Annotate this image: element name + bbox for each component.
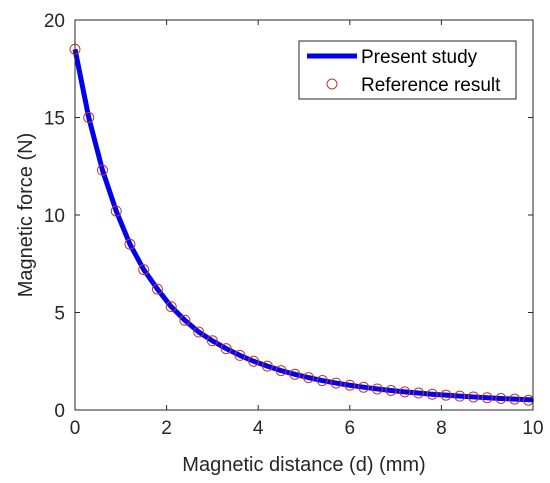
reference-point (193, 326, 205, 338)
reference-point (96, 164, 108, 176)
x-tick-label: 8 (436, 418, 447, 439)
reference-point (385, 385, 397, 396)
series-line-present-study (72, 48, 534, 403)
reference-point (467, 391, 479, 403)
legend-box (298, 40, 517, 100)
reference-point (179, 314, 191, 326)
legend: Present study Reference result (298, 40, 517, 100)
reference-point (495, 393, 507, 404)
reference-point (124, 238, 136, 250)
x-tick-label: 2 (161, 418, 172, 439)
reference-point (234, 349, 246, 361)
x-tick-label: 4 (253, 418, 264, 439)
reference-point (413, 387, 424, 399)
reference-point (261, 360, 273, 372)
reference-point (371, 383, 383, 395)
x-axis-label: Magnetic distance (d) (mm) (182, 454, 425, 476)
reference-point (206, 335, 218, 347)
reference-point (110, 205, 122, 217)
legend-marker-swatch (326, 78, 338, 90)
y-tick-label: 20 (44, 11, 65, 32)
reference-point (454, 390, 466, 402)
reference-point (344, 379, 356, 391)
reference-point (289, 368, 301, 380)
reference-point (316, 375, 328, 387)
reference-point (358, 381, 370, 393)
reference-point (440, 389, 452, 401)
reference-point (138, 264, 150, 276)
reference-point (509, 393, 521, 405)
reference-point (220, 343, 232, 355)
reference-point (303, 372, 315, 384)
reference-point (248, 355, 260, 367)
legend-entry-reference-result: Reference result (361, 75, 501, 96)
y-tick-label: 15 (44, 109, 65, 130)
y-axis-label: Magnetic force (N) (15, 133, 37, 298)
y-tick-label: 5 (54, 304, 65, 325)
reference-point (151, 283, 163, 295)
reference-point (165, 301, 177, 313)
reference-point (83, 112, 95, 123)
reference-point (275, 365, 287, 377)
reference-point (426, 388, 438, 400)
x-tick-label: 6 (345, 418, 356, 439)
legend-entry-present-study: Present study (361, 47, 478, 68)
reference-point (330, 377, 342, 389)
reference-point (399, 386, 411, 398)
x-tick-label: 0 (70, 418, 81, 439)
reference-point (481, 392, 493, 404)
y-tick-label: 10 (44, 206, 65, 227)
x-tick-label: 10 (522, 418, 543, 439)
y-tick-label: 0 (54, 401, 65, 422)
